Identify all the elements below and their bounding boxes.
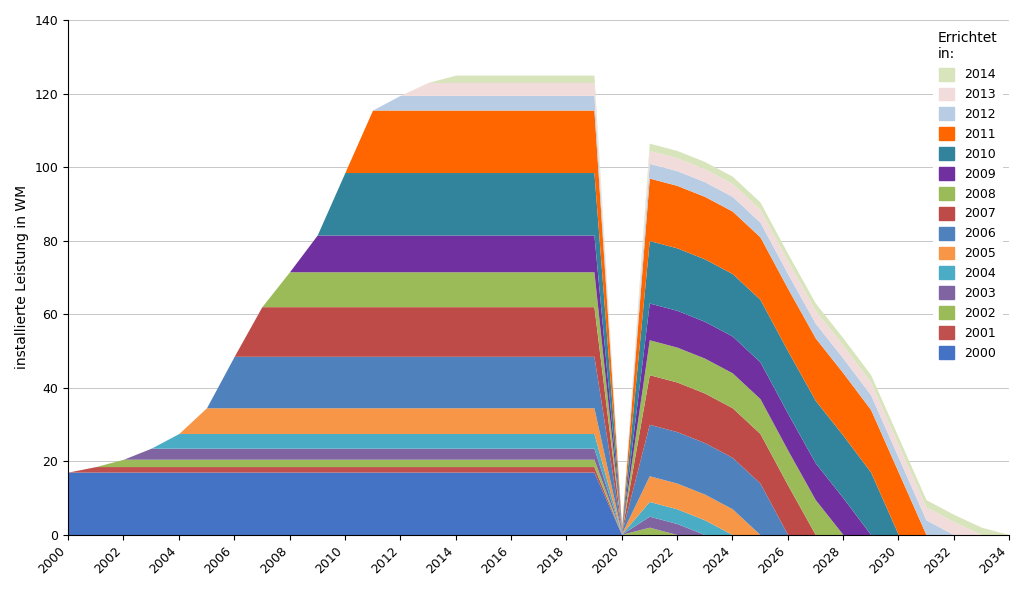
Y-axis label: installierte Leistung in WM: installierte Leistung in WM xyxy=(15,185,29,369)
Legend: 2014, 2013, 2012, 2011, 2010, 2009, 2008, 2007, 2006, 2005, 2004, 2003, 2002, 20: 2014, 2013, 2012, 2011, 2010, 2009, 2008… xyxy=(933,26,1002,365)
